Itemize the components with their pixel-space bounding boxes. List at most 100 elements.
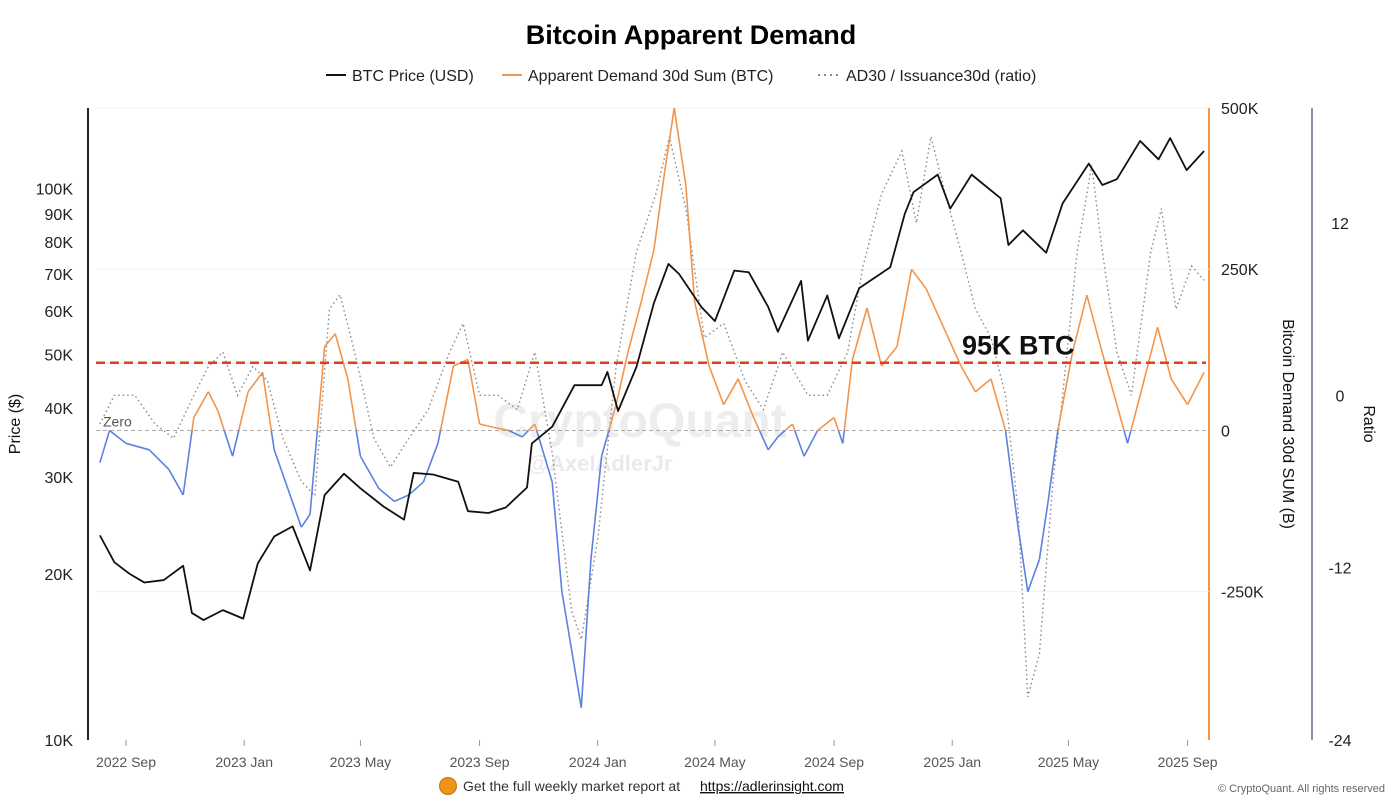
demand-segment <box>247 371 264 393</box>
coin-icon <box>439 777 457 795</box>
demand-segment <box>580 559 592 708</box>
demand-segment <box>422 443 439 483</box>
y-tick-label: 0 <box>1336 388 1345 405</box>
demand-segment <box>439 365 455 431</box>
demand-segment <box>653 172 666 250</box>
grid <box>96 107 1209 593</box>
watermark: CryptoQuant <box>493 395 786 448</box>
demand-segment <box>1038 501 1049 560</box>
demand-segment <box>207 391 219 412</box>
demand-segment <box>193 391 210 418</box>
y-tick-label: -250K <box>1221 585 1264 602</box>
x-tick-label: 2024 Jan <box>569 754 627 770</box>
demand-segment <box>925 288 942 322</box>
y-tick-label: 250K <box>1221 262 1259 279</box>
demand-segment <box>323 333 336 348</box>
x-tick-label: 2025 Sep <box>1158 754 1218 770</box>
demand-segment <box>492 426 509 432</box>
series-layer <box>99 107 1205 708</box>
demand-segment <box>910 268 927 290</box>
legend-demand-label: Apparent Demand 30d Sum (BTC) <box>528 68 773 85</box>
x-tick-label: 2022 Sep <box>96 754 156 770</box>
y-axis-left-title: Price ($) <box>7 394 24 454</box>
y-axis-demand-ticks: 500K 250K 0 -250K <box>1221 101 1264 602</box>
y-tick-label: 80K <box>45 235 74 252</box>
y-tick-label: 40K <box>45 401 74 418</box>
demand-segment <box>758 430 769 451</box>
demand-segment <box>182 430 193 496</box>
demand-segment <box>1116 404 1125 431</box>
demand-segment <box>217 410 226 431</box>
threshold-annotation: 95K BTC <box>962 331 1075 361</box>
demand-segment <box>784 423 793 432</box>
demand-segment <box>287 488 303 528</box>
y-tick-label: 12 <box>1331 216 1349 233</box>
demand-segment <box>673 107 687 186</box>
zero-label: Zero <box>103 413 132 429</box>
demand-segment <box>347 378 358 431</box>
demand-segment <box>508 429 523 438</box>
demand-segment <box>1140 327 1159 392</box>
y-tick-label: 70K <box>45 267 74 284</box>
demand-segment <box>817 416 835 432</box>
demand-segment <box>273 449 289 489</box>
demand-segment <box>600 430 610 457</box>
legend-ratio-label: AD30 / Issuance30d (ratio) <box>846 68 1036 85</box>
demand-segment <box>191 417 195 431</box>
demand-segment <box>737 378 755 418</box>
demand-segment <box>223 430 234 457</box>
demand-segment <box>803 430 819 457</box>
price-line <box>99 137 1205 621</box>
demand-segment <box>752 417 761 431</box>
copyright: © CryptoQuant. All rights reserved <box>1218 783 1385 795</box>
footer-link[interactable]: https://adlerinsight.com <box>700 778 844 794</box>
y-axis-left-ticks: 10K 20K 30K 40K 50K 60K 70K 80K 90K 100K <box>36 182 74 750</box>
y-tick-label: 100K <box>36 182 74 199</box>
demand-segment <box>693 301 710 367</box>
demand-segment <box>1130 391 1142 431</box>
demand-segment <box>535 430 553 483</box>
demand-segment <box>685 185 696 302</box>
demand-segment <box>1123 430 1129 444</box>
demand-segment <box>1186 372 1205 406</box>
x-tick-label: 2024 Sep <box>804 754 864 770</box>
demand-segment <box>722 378 739 406</box>
y-tick-label: 90K <box>45 207 74 224</box>
y-tick-label: 50K <box>45 348 74 365</box>
x-tick-label: 2024 May <box>684 754 745 770</box>
demand-segment <box>939 320 962 367</box>
demand-segment <box>378 487 395 503</box>
demand-segment <box>237 391 249 431</box>
footer-text: Get the full weekly market report at <box>463 778 680 794</box>
demand-segment <box>125 442 150 451</box>
y-tick-label: 20K <box>45 567 74 584</box>
x-tick-label: 2023 May <box>330 754 391 770</box>
demand-segment <box>841 430 846 444</box>
y-axis-demand-title: Bitcoin Demand 30d SUM (B) <box>1279 319 1296 529</box>
demand-segment <box>1156 327 1172 380</box>
demand-segment <box>527 423 536 432</box>
demand-segment <box>708 365 725 405</box>
demand-segment <box>99 430 111 463</box>
demand-segment <box>974 378 992 393</box>
y-tick-label: 10K <box>45 733 74 750</box>
x-axis-ticks: 2022 Sep 2023 Jan 2023 May 2023 Sep 2024 Jan… <box>96 740 1218 770</box>
demand-segment <box>608 404 617 431</box>
legend: BTC Price (USD) Apparent Demand 30d Sum … <box>326 68 1036 85</box>
demand-segment <box>479 423 494 429</box>
demand-segment <box>1086 294 1104 354</box>
y-axis-ratio-ticks: 12 0 -12 -24 <box>1328 216 1351 750</box>
demand-segment <box>570 649 583 708</box>
y-tick-label: 0 <box>1221 423 1230 440</box>
demand-segment <box>561 591 573 650</box>
demand-segment <box>851 307 868 360</box>
demand-segment <box>866 307 883 367</box>
demand-segment <box>1170 378 1189 406</box>
x-tick-label: 2023 Jan <box>215 754 273 770</box>
demand-segment <box>793 430 805 457</box>
demand-segment <box>626 301 643 354</box>
y-tick-label: 60K <box>45 304 74 321</box>
legend-price-label: BTC Price (USD) <box>352 68 474 85</box>
chart-title: Bitcoin Apparent Demand <box>526 20 857 50</box>
